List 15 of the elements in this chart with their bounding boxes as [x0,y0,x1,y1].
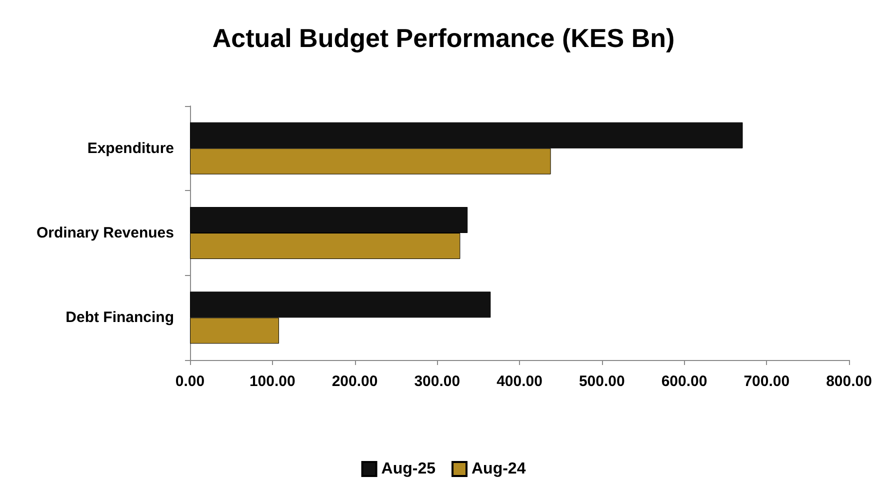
x-tick-label: 300.00 [414,373,460,390]
x-tick-label: 500.00 [578,373,625,390]
legend-label: Aug-24 [472,460,526,478]
y-tick-label: Debt Financing [66,309,174,326]
x-tick-label: 400.00 [496,373,542,390]
x-tick-label: 800.00 [826,373,872,390]
x-tick-label: 100.00 [249,373,296,390]
legend-label: Aug-25 [381,460,436,478]
chart-title: Actual Budget Performance (KES Bn) [212,23,675,53]
x-tick-label: 600.00 [661,373,708,390]
y-tick-label: Ordinary Revenues [36,224,174,242]
x-tick-label: 700.00 [744,373,790,390]
x-tick-label: 200.00 [332,373,378,390]
x-tick-label: 0.00 [175,373,205,390]
y-tick-label: Expenditure [87,140,174,157]
